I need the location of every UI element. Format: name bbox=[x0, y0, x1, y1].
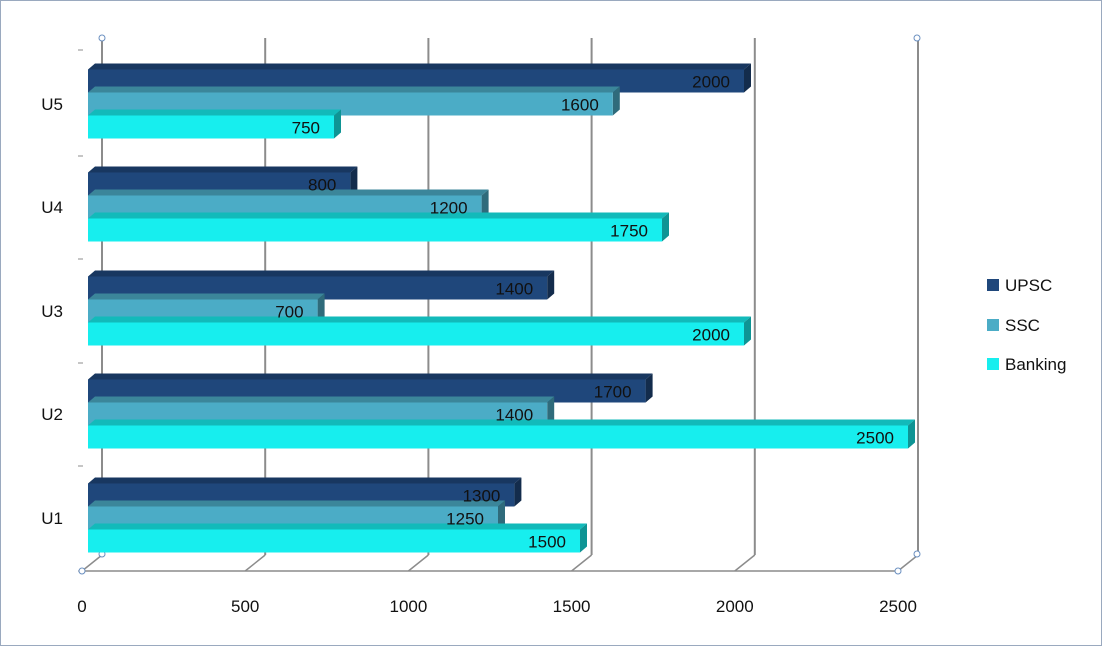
x-tick-label: 2000 bbox=[716, 597, 754, 616]
data-label: 1400 bbox=[495, 406, 533, 425]
bar-banking-u4 bbox=[88, 218, 662, 242]
x-tick-label: 500 bbox=[231, 597, 259, 616]
legend-swatch bbox=[987, 319, 999, 331]
bar-top-face bbox=[88, 419, 915, 426]
category-label: U1 bbox=[41, 509, 63, 528]
category-label: U3 bbox=[41, 302, 63, 321]
data-label: 2500 bbox=[856, 429, 894, 448]
data-label: 1600 bbox=[561, 96, 599, 115]
bar-side-face bbox=[547, 396, 555, 426]
bar-banking-u3 bbox=[88, 322, 744, 346]
data-label: 700 bbox=[275, 303, 303, 322]
bar-side-face bbox=[908, 419, 915, 449]
legend-swatch bbox=[987, 279, 999, 291]
bar-banking-u1 bbox=[88, 529, 580, 553]
x-tick-label: 0 bbox=[77, 597, 86, 616]
legend: UPSC SSC Banking bbox=[987, 276, 1066, 374]
bar-side-face bbox=[645, 373, 653, 403]
floor-gridline bbox=[81, 554, 103, 572]
bar-side-face bbox=[547, 270, 555, 300]
bar-top-face bbox=[88, 63, 751, 70]
data-label: 1250 bbox=[446, 510, 484, 529]
bar-side-face bbox=[744, 316, 751, 346]
x-tick-label: 1500 bbox=[553, 597, 591, 616]
bar-top-face bbox=[88, 373, 653, 380]
bar-banking-u2 bbox=[88, 425, 908, 449]
bar-side-face bbox=[662, 212, 669, 242]
bar-side-face bbox=[334, 109, 341, 139]
legend-swatch bbox=[987, 358, 999, 370]
bar-top-face bbox=[88, 189, 489, 196]
selection-handle bbox=[913, 550, 921, 558]
selection-handle bbox=[78, 567, 86, 575]
floor-gridline bbox=[407, 554, 429, 572]
data-labels: 2000 1600 750 800 1200 1750 1400 700 2000 1700 140… bbox=[275, 73, 894, 552]
data-label: 2000 bbox=[692, 73, 730, 92]
bar-top-face bbox=[88, 523, 587, 530]
category-label: U4 bbox=[41, 198, 63, 217]
category-labels: U5 U4 U3 U2 U1 bbox=[41, 95, 63, 528]
floor-gridline bbox=[244, 554, 266, 572]
selection-handle bbox=[894, 567, 902, 575]
bar-top-face bbox=[88, 212, 669, 219]
legend-label: SSC bbox=[1005, 316, 1040, 335]
x-tick-label: 1000 bbox=[389, 597, 427, 616]
bar-side-face bbox=[481, 189, 489, 219]
bar-top-face bbox=[88, 316, 751, 323]
bar-top-face bbox=[88, 477, 522, 484]
bar-side-face bbox=[498, 500, 505, 530]
data-label: 800 bbox=[308, 176, 336, 195]
floor-gridline bbox=[571, 554, 593, 572]
category-label: U2 bbox=[41, 405, 63, 424]
bar-banking-u5 bbox=[88, 115, 334, 139]
legend-label: UPSC bbox=[1005, 276, 1052, 295]
bar-top-face bbox=[88, 86, 620, 93]
data-label: 1400 bbox=[495, 280, 533, 299]
bar-top-face bbox=[88, 500, 505, 507]
bar-side-face bbox=[350, 166, 358, 196]
bars bbox=[88, 63, 915, 553]
data-label: 1700 bbox=[594, 383, 632, 402]
legend-label: Banking bbox=[1005, 355, 1066, 374]
data-label: 750 bbox=[292, 119, 320, 138]
bar-top-face bbox=[88, 293, 325, 300]
bar-side-face bbox=[317, 293, 325, 323]
x-tick-labels: 0 500 1000 1500 2000 2500 bbox=[77, 597, 917, 616]
category-label: U5 bbox=[41, 95, 63, 114]
bar-top-face bbox=[88, 109, 341, 116]
data-label: 1300 bbox=[463, 487, 501, 506]
floor-gridline bbox=[897, 554, 919, 572]
selection-handle bbox=[913, 34, 921, 42]
x-tick-label: 2500 bbox=[879, 597, 917, 616]
bar-side-face bbox=[514, 477, 522, 507]
bar-top-face bbox=[88, 270, 555, 277]
bar-top-face bbox=[88, 396, 555, 403]
data-label: 1500 bbox=[528, 533, 566, 552]
data-label: 1200 bbox=[430, 199, 468, 218]
data-label: 2000 bbox=[692, 326, 730, 345]
bar-top-face bbox=[88, 166, 358, 173]
bar-side-face bbox=[580, 523, 587, 553]
floor-gridline bbox=[734, 554, 756, 572]
bar-side-face bbox=[612, 86, 620, 116]
data-label: 1750 bbox=[610, 222, 648, 241]
bar-side-face bbox=[744, 63, 751, 93]
selection-handle bbox=[98, 34, 106, 42]
